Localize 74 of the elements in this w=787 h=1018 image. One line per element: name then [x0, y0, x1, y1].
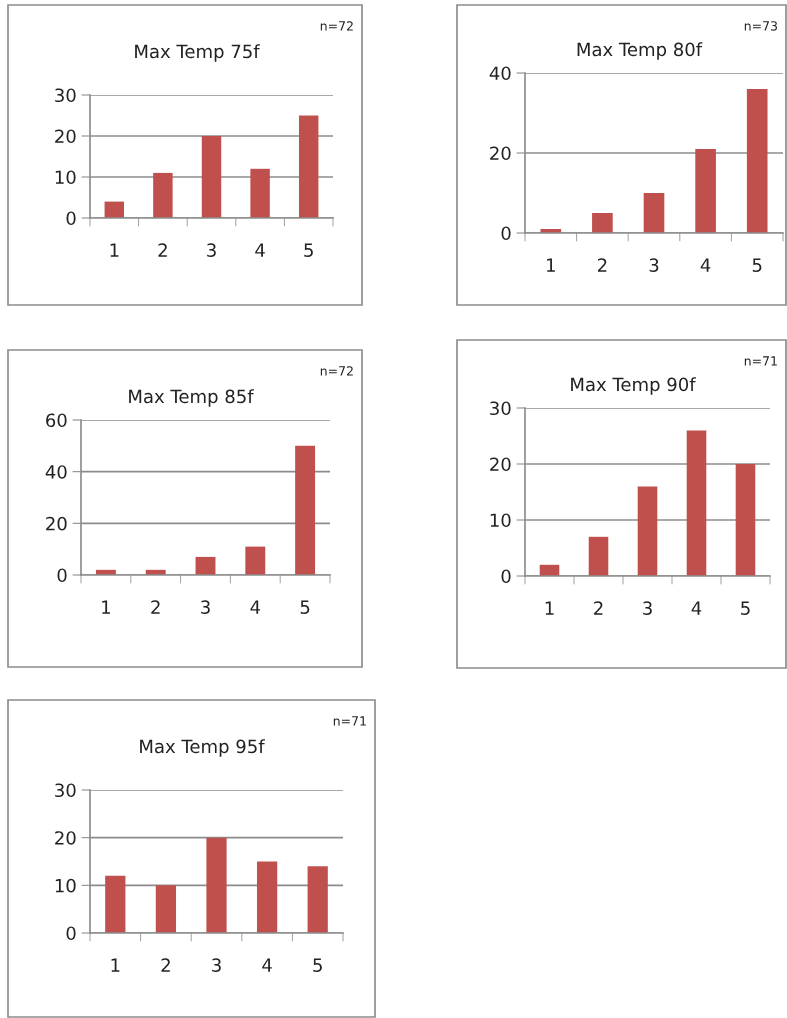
- chart-title: Max Temp 80f: [577, 42, 703, 60]
- text: n=71: [333, 716, 366, 726]
- bar: [588, 536, 609, 576]
- bar: [746, 89, 768, 233]
- text: n=72: [320, 366, 353, 376]
- y-tick-label: 10: [55, 878, 76, 893]
- chart-title: Max Temp 85f: [129, 389, 254, 407]
- x-tick-label: 3: [643, 601, 652, 615]
- x-tick-label: 1: [545, 601, 554, 615]
- x-tick-label: 4: [700, 258, 711, 272]
- y-tick-label: 30: [55, 783, 76, 798]
- y-tick-label: 0: [66, 926, 76, 941]
- y-tick-label: 10: [55, 170, 76, 185]
- y-tick-label: 20: [490, 146, 511, 161]
- x-tick-label: 5: [300, 600, 310, 614]
- bar: [637, 486, 658, 576]
- x-tick-label: 3: [212, 958, 221, 972]
- x-tick-label: 5: [752, 258, 762, 272]
- y-tick-label: 40: [489, 66, 511, 81]
- x-tick-label: 4: [250, 600, 261, 614]
- x-tick-label: 2: [597, 258, 607, 272]
- chart-title: Max Temp 95f: [140, 739, 265, 757]
- bar: [256, 861, 278, 933]
- x-tick-label: 2: [151, 600, 160, 614]
- bar: [153, 172, 173, 218]
- bar: [195, 556, 216, 575]
- bar: [307, 866, 328, 933]
- bar: [298, 115, 319, 218]
- y-tick-label: 0: [501, 569, 511, 584]
- x-tick-label: 2: [594, 601, 603, 615]
- x-tick-label: 5: [741, 601, 750, 615]
- x-tick-label: 1: [111, 958, 120, 972]
- bar: [592, 213, 613, 233]
- x-tick-label: 2: [161, 958, 170, 972]
- bar: [250, 168, 270, 218]
- y-tick-label: 30: [55, 88, 76, 103]
- y-tick-label: 20: [55, 831, 76, 845]
- x-tick-label: 4: [262, 958, 272, 972]
- y-tick-label: 0: [501, 226, 511, 241]
- y-tick-label: 60: [46, 413, 67, 428]
- x-tick-label: 5: [313, 958, 322, 972]
- y-tick-label: 0: [57, 568, 67, 583]
- bar: [206, 837, 227, 933]
- x-tick-label: 3: [201, 600, 210, 614]
- x-tick-label: 3: [207, 243, 216, 257]
- y-tick-label: 0: [66, 211, 76, 226]
- bar: [695, 149, 716, 233]
- x-tick-label: 1: [547, 258, 555, 272]
- text: n=73: [744, 21, 777, 31]
- x-tick-label: 3: [649, 258, 659, 272]
- y-tick-label: 30: [490, 401, 511, 416]
- bar: [201, 136, 222, 218]
- bar: [735, 464, 756, 576]
- bar: [643, 193, 665, 233]
- text: n=71: [744, 356, 777, 366]
- y-tick-label: 20: [46, 516, 67, 531]
- y-tick-label: 20: [490, 457, 511, 472]
- x-tick-label: 2: [158, 243, 167, 257]
- x-tick-label: 1: [102, 600, 110, 614]
- bar: [105, 875, 126, 933]
- x-tick-label: 4: [691, 601, 702, 615]
- text: n=72: [320, 21, 353, 31]
- x-tick-label: 4: [255, 243, 265, 257]
- x-tick-label: 1: [110, 243, 119, 257]
- x-tick-label: 5: [304, 243, 313, 257]
- bar: [295, 445, 316, 575]
- chart-title: Max Temp 90f: [571, 377, 696, 395]
- bar: [686, 430, 707, 576]
- y-tick-label: 20: [55, 129, 76, 144]
- bar: [245, 546, 266, 575]
- y-tick-label: 40: [45, 465, 67, 479]
- chart-title: Max Temp 75f: [135, 44, 260, 62]
- bar: [155, 885, 177, 933]
- y-tick-label: 10: [490, 513, 511, 528]
